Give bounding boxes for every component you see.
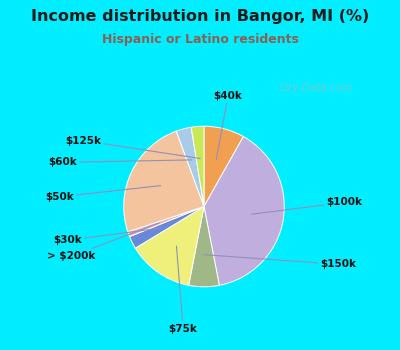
Text: $100k: $100k [252,197,362,214]
Text: Hispanic or Latino residents: Hispanic or Latino residents [102,33,298,46]
Wedge shape [135,206,204,285]
Wedge shape [124,131,204,232]
Text: City-Data.com: City-Data.com [278,83,352,93]
Wedge shape [204,126,244,206]
Text: > $200k: > $200k [47,223,159,261]
Wedge shape [191,126,204,206]
Text: $125k: $125k [65,136,200,159]
Wedge shape [130,206,204,248]
Wedge shape [204,136,284,285]
Text: $75k: $75k [169,246,198,334]
Wedge shape [128,206,204,237]
Wedge shape [176,127,204,206]
Text: $50k: $50k [45,186,160,202]
Wedge shape [189,206,219,287]
Text: $40k: $40k [214,91,242,160]
Text: $150k: $150k [204,255,356,269]
Text: $30k: $30k [53,228,161,245]
Text: Income distribution in Bangor, MI (%): Income distribution in Bangor, MI (%) [31,9,369,24]
Text: $60k: $60k [48,158,192,167]
